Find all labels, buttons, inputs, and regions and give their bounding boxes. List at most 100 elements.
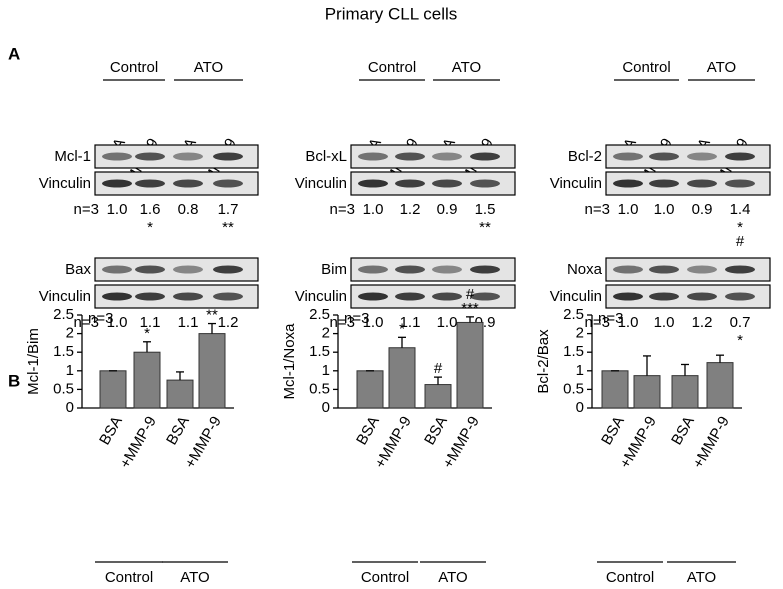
- value-label: 1.4: [730, 201, 751, 218]
- blot-box: [350, 144, 516, 169]
- blot-label: Vinculin: [550, 175, 602, 192]
- band: [173, 179, 203, 188]
- value-label: 1.0: [363, 201, 384, 218]
- value-label: 1.5: [475, 201, 496, 218]
- y-tick-label: 0.5: [53, 380, 74, 397]
- annotation: n=3: [88, 310, 113, 327]
- significance: *: [737, 219, 743, 236]
- band: [173, 152, 203, 161]
- blot-box: [605, 257, 771, 282]
- x-tick-label: BSA: [421, 413, 451, 447]
- significance: *: [399, 320, 405, 337]
- y-tick-label: 2: [576, 325, 584, 342]
- bar: [633, 375, 661, 409]
- blot-box: [605, 144, 771, 169]
- band: [173, 265, 203, 274]
- band: [135, 292, 165, 301]
- band: [649, 265, 679, 274]
- bar: [671, 375, 699, 409]
- blot-label: Vinculin: [295, 175, 347, 192]
- band: [470, 265, 500, 274]
- annotation: n=3: [598, 310, 623, 327]
- value-label: 1.0: [654, 201, 675, 218]
- band: [613, 179, 643, 188]
- x-tick-label: BSA: [96, 413, 126, 447]
- panel-label: A: [8, 44, 20, 63]
- value-label: 0.9: [437, 201, 458, 218]
- panel-label: B: [8, 371, 20, 390]
- y-tick-label: 0.5: [563, 380, 584, 397]
- value-label: 1.0: [618, 201, 639, 218]
- bar: [456, 321, 484, 409]
- value-label: 0.9: [692, 201, 713, 218]
- blot-box: [94, 257, 259, 282]
- band: [725, 265, 755, 274]
- band: [687, 179, 717, 188]
- value-label: 1.1: [140, 314, 161, 331]
- band: [687, 265, 717, 274]
- significance: ***: [461, 300, 479, 317]
- band: [725, 152, 755, 161]
- blot-label: Vinculin: [550, 288, 602, 305]
- group-label: ATO: [452, 59, 481, 76]
- value-label: 1.0: [107, 201, 128, 218]
- y-tick-label: 2.5: [563, 306, 584, 323]
- band: [395, 179, 425, 188]
- value-label: 1.1: [400, 314, 421, 331]
- band: [135, 152, 165, 161]
- band: [432, 265, 462, 274]
- group-label: ATO: [687, 569, 716, 586]
- blot-label: Bax: [65, 261, 91, 278]
- bar: [99, 370, 127, 409]
- n-label: n=3: [74, 314, 99, 331]
- y-axis-label: Mcl-1/Noxa: [281, 323, 298, 400]
- band: [613, 265, 643, 274]
- value-label: 1.0: [437, 314, 458, 331]
- bar: [198, 333, 226, 409]
- group-label: Control: [361, 569, 409, 586]
- group-label: ATO: [180, 569, 209, 586]
- band: [395, 265, 425, 274]
- band: [432, 152, 462, 161]
- significance: **: [222, 219, 234, 236]
- band: [395, 292, 425, 301]
- value-label: 1.2: [400, 201, 421, 218]
- n-label: n=3: [585, 201, 610, 218]
- value-label: 1.0: [618, 314, 639, 331]
- band: [613, 292, 643, 301]
- band: [470, 179, 500, 188]
- y-tick-label: 2: [322, 325, 330, 342]
- band: [102, 292, 132, 301]
- band: [173, 292, 203, 301]
- band: [725, 179, 755, 188]
- x-tick-label: BSA: [353, 413, 383, 447]
- band: [395, 152, 425, 161]
- value-label: 0.8: [178, 201, 199, 218]
- band: [358, 292, 388, 301]
- y-tick-label: 0.5: [309, 380, 330, 397]
- blot-box: [350, 257, 516, 282]
- band: [432, 292, 462, 301]
- y-tick-label: 1.5: [309, 343, 330, 360]
- band: [470, 152, 500, 161]
- y-tick-label: 1.5: [53, 343, 74, 360]
- band: [725, 292, 755, 301]
- y-tick-label: 0: [322, 399, 330, 416]
- n-label: n=3: [74, 201, 99, 218]
- group-label: Control: [622, 59, 670, 76]
- group-label: Control: [105, 569, 153, 586]
- band: [432, 179, 462, 188]
- x-tick-label: BSA: [668, 413, 698, 447]
- y-axis-label: Bcl-2/Bax: [535, 329, 552, 394]
- n-label: n=3: [585, 314, 610, 331]
- band: [649, 152, 679, 161]
- group-label: ATO: [707, 59, 736, 76]
- blot-label: Noxa: [567, 261, 603, 278]
- band: [613, 152, 643, 161]
- significance: #: [466, 286, 475, 303]
- band: [213, 179, 243, 188]
- band: [649, 179, 679, 188]
- blot-label: Vinculin: [39, 288, 91, 305]
- group-label: ATO: [194, 59, 223, 76]
